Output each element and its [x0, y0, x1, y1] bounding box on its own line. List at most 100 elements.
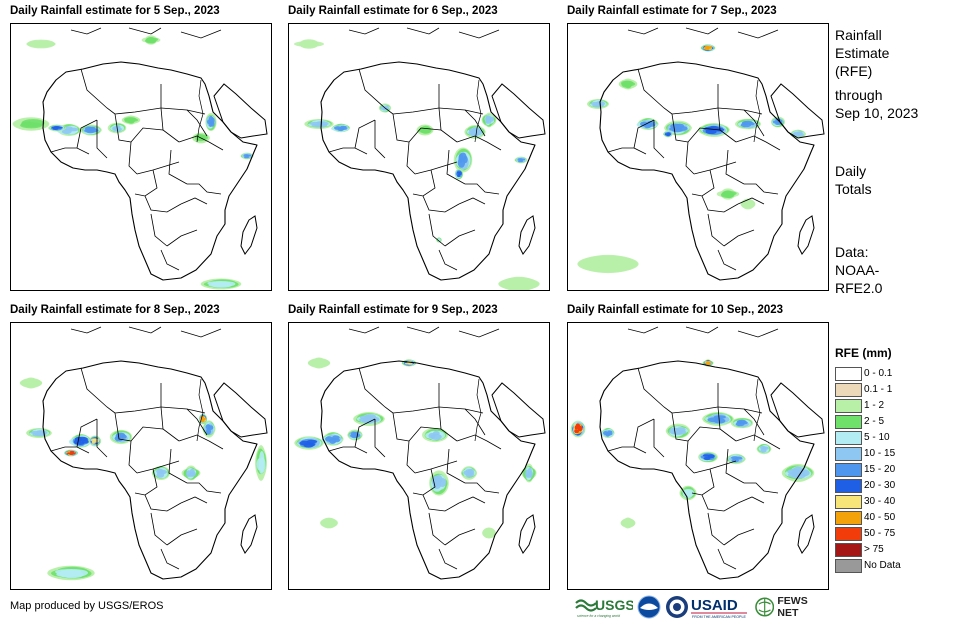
- through-date: Sep 10, 2023: [835, 105, 919, 121]
- rain-cluster: [498, 276, 540, 290]
- rain-cluster: [80, 124, 102, 136]
- arabia-coastline: [770, 382, 825, 438]
- legend-label: 20 - 30: [864, 480, 896, 491]
- arabia-coastline: [491, 382, 546, 438]
- rain-cluster: [347, 429, 363, 441]
- country-border: [80, 367, 116, 414]
- europe-coastline: [348, 326, 500, 338]
- country-border: [671, 412, 689, 442]
- nile-river: [196, 79, 204, 143]
- legend-label: 40 - 50: [864, 512, 896, 523]
- country-border: [134, 468, 158, 496]
- legend-label: 50 - 75: [864, 528, 896, 539]
- rain-patch: [92, 438, 97, 441]
- totals-line1: Daily: [835, 163, 867, 179]
- noaa-logo: [637, 595, 663, 619]
- rain-cluster: [294, 39, 324, 49]
- nile-river: [753, 79, 761, 143]
- rain-patch: [705, 129, 717, 135]
- country-border: [687, 426, 721, 442]
- country-border: [717, 249, 737, 271]
- country-border: [160, 107, 180, 143]
- rain-patch: [518, 159, 523, 163]
- country-border: [76, 418, 98, 448]
- usgs-mark-icon: USGS science for a changing world: [575, 597, 633, 618]
- map-background: [11, 24, 271, 290]
- rain-cluster: [353, 412, 385, 426]
- rain-patch: [704, 48, 710, 50]
- rain-patch: [795, 133, 802, 137]
- country-border: [438, 107, 458, 143]
- agency-seal-icon: [666, 596, 688, 618]
- legend-title: RFE (mm): [835, 346, 892, 360]
- rain-cluster: [521, 463, 537, 483]
- rain-cluster: [141, 35, 161, 45]
- rain-cluster: [679, 485, 697, 501]
- rainfall-map: [10, 23, 272, 291]
- country-border: [725, 149, 745, 185]
- legend-swatch: [835, 367, 862, 381]
- country-border: [671, 406, 719, 414]
- legend-swatch: [835, 511, 862, 525]
- country-border: [80, 68, 116, 115]
- country-border: [685, 141, 695, 175]
- side-title: Rainfall Estimate (RFE): [835, 26, 965, 80]
- country-border: [707, 213, 725, 247]
- rain-patch: [308, 358, 330, 368]
- madagascar-coastline: [518, 514, 536, 554]
- europe-coastline: [627, 326, 779, 338]
- rain-patch: [294, 41, 324, 47]
- legend-label: 5 - 10: [864, 432, 890, 443]
- africa-map-svg: [568, 323, 828, 589]
- rainfall-map: [567, 23, 829, 291]
- rain-patch: [435, 474, 443, 485]
- madagascar-coastline: [518, 215, 536, 255]
- nile-river: [196, 378, 204, 442]
- rain-patch: [501, 276, 537, 290]
- country-border: [50, 446, 90, 454]
- rain-patch: [212, 281, 230, 285]
- country-border: [438, 406, 458, 442]
- rain-cluster: [620, 517, 636, 529]
- rain-cluster: [735, 118, 761, 130]
- rain-patch: [407, 362, 413, 365]
- country-border: [180, 197, 208, 205]
- country-border: [607, 147, 647, 155]
- data-line2: NOAA-: [835, 262, 880, 278]
- africa-map-svg: [11, 24, 271, 290]
- rain-cluster: [460, 466, 478, 480]
- rain-cluster: [48, 124, 66, 132]
- map-background: [289, 24, 549, 290]
- rain-patch: [208, 122, 213, 127]
- rain-patch: [303, 442, 314, 448]
- rain-patch: [203, 417, 206, 421]
- rain-patch: [673, 430, 683, 435]
- legend-label: 1 - 2: [864, 400, 885, 411]
- rain-cluster: [307, 357, 331, 369]
- rain-cluster: [577, 254, 639, 274]
- usgs-tagline: science for a changing world: [577, 614, 620, 618]
- country-border: [166, 229, 198, 247]
- africa-coastline: [599, 61, 815, 281]
- rain-cluster: [570, 420, 586, 438]
- rain-cluster: [320, 517, 338, 529]
- rain-patch: [205, 424, 211, 430]
- country-border: [187, 482, 222, 494]
- nile-river: [474, 79, 482, 143]
- rain-patch: [244, 155, 249, 159]
- country-border: [735, 135, 781, 151]
- rain-patch: [579, 254, 637, 274]
- country-border: [114, 107, 162, 115]
- usaid-wordmark: USAID: [691, 597, 738, 614]
- rainfall-map: [567, 322, 829, 590]
- usaid-logo: USAID FROM THE AMERICAN PEOPLE: [691, 595, 751, 619]
- rain-patch: [459, 152, 467, 161]
- country-border: [456, 434, 502, 450]
- country-border: [168, 149, 188, 185]
- country-border: [637, 68, 673, 115]
- country-border: [464, 408, 486, 436]
- country-border: [412, 468, 436, 496]
- arabia-coastline: [213, 83, 268, 139]
- europe-coastline: [70, 326, 222, 338]
- rain-patch: [187, 472, 196, 477]
